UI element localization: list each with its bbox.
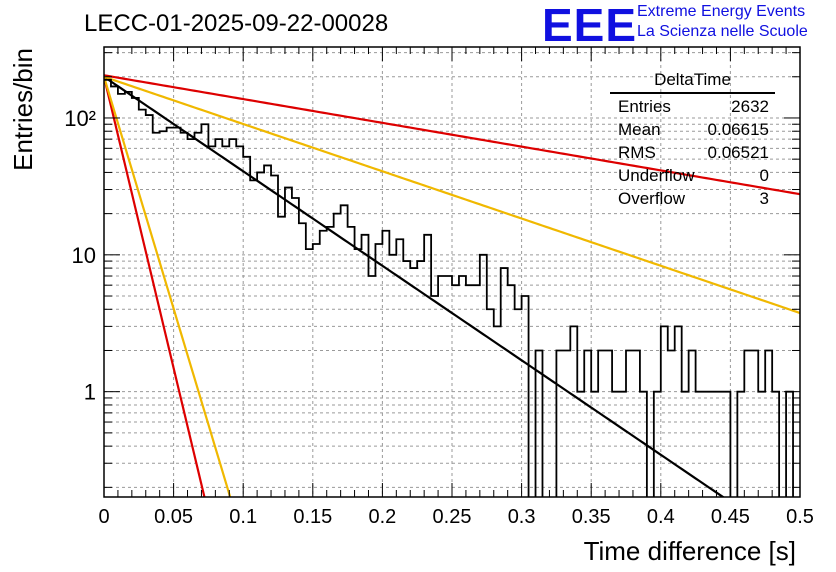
- x-tick-label: 0.2: [368, 506, 396, 528]
- stats-row-mean: Mean 0.06615: [610, 118, 775, 141]
- logo-mark: EEE: [542, 0, 638, 51]
- fit-curve: [104, 74, 800, 196]
- x-tick-labels: 0 0.05 0.1 0.15 0.2 0.25 0.3 0.35 0.4 0.45 0.5: [98, 506, 813, 528]
- stats-value: 2632: [731, 97, 769, 116]
- logo-subtitle-2: La Scienza nelle Scuole: [637, 23, 808, 40]
- x-tick-label: 0.35: [572, 506, 611, 528]
- x-tick-label: 0.45: [711, 506, 750, 528]
- x-tick-label: 0.1: [229, 506, 257, 528]
- fit-curve: [104, 75, 725, 497]
- fit-curves: [104, 74, 800, 497]
- stats-label: Mean: [618, 120, 661, 139]
- stats-label: Underflow: [618, 166, 695, 185]
- x-tick-label: 0.4: [647, 506, 675, 528]
- logo-subtitle-1: Extreme Energy Events: [637, 3, 806, 20]
- x-tick-label: 0: [98, 506, 109, 528]
- y-axis-label: Entries/bin: [8, 48, 38, 171]
- stats-value: 0.06615: [707, 120, 769, 139]
- x-axis-label: Time difference [s]: [584, 536, 796, 566]
- y-tick-label: 10: [72, 243, 96, 268]
- histogram-line: [104, 78, 794, 497]
- y-tick-label: 1: [84, 380, 96, 405]
- axis-ticks: [103, 47, 801, 497]
- x-tick-label: 0.25: [433, 506, 472, 528]
- stats-row-rms: RMS 0.06521: [610, 141, 775, 164]
- x-tick-label: 0.05: [154, 506, 193, 528]
- stats-label: RMS: [618, 143, 656, 162]
- stats-value: 0: [759, 166, 769, 185]
- stats-label: Entries: [618, 97, 671, 116]
- x-tick-label: 0.5: [786, 506, 814, 528]
- stats-title: DeltaTime: [610, 70, 775, 94]
- y-tick-labels: 1 10 10²: [64, 106, 96, 405]
- stats-row-overflow: Overflow 3: [610, 187, 775, 210]
- stats-row-entries: Entries 2632: [610, 95, 775, 118]
- stats-label: Overflow: [618, 189, 686, 208]
- histogram-series: [104, 78, 794, 497]
- stats-row-underflow: Underflow 0: [610, 164, 775, 187]
- stats-box: DeltaTime Entries 2632 Mean 0.06615 RMS …: [610, 70, 775, 210]
- run-title: LECC-01-2025-09-22-00028: [84, 10, 389, 37]
- x-tick-label: 0.3: [508, 506, 536, 528]
- fit-curve: [104, 76, 232, 497]
- stats-value: 3: [759, 189, 769, 208]
- y-tick-label: 10²: [64, 106, 96, 131]
- stats-value: 0.06521: [707, 143, 769, 162]
- x-tick-label: 0.15: [293, 506, 332, 528]
- fit-curve: [104, 75, 800, 315]
